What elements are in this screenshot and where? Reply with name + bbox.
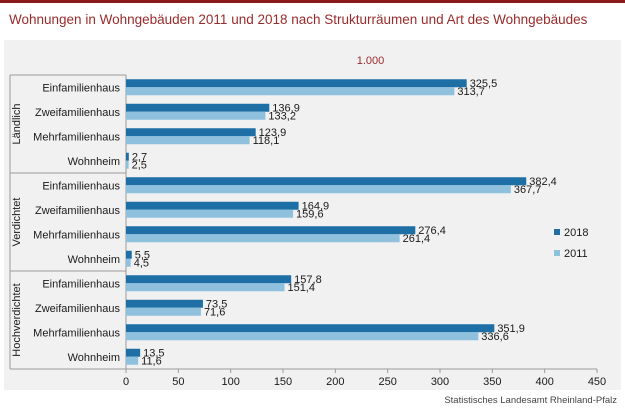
group-label: Verdichtet [11,198,23,247]
bar-2011 [126,209,294,218]
category-label: Einfamilienhaus [42,180,120,192]
category-label: Wohnheim [68,156,120,168]
x-tick-label: 300 [431,376,449,388]
bar-2011 [126,283,285,292]
category-label: Mehrfamilienhaus [33,229,120,241]
data-label-2011: 2,5 [132,159,147,171]
legend-label-2011: 2011 [564,248,588,260]
bar-2011 [126,356,139,365]
group-label: Ländlich [11,104,23,145]
x-tick-label: 350 [483,376,501,388]
bar-2011 [126,332,479,341]
source-note: Statistisches Landesamt Rheinland-Pfalz [444,395,617,406]
data-label-2018: 157,8 [294,274,322,286]
legend-swatch-2011 [554,250,560,256]
data-label-2011: 118,1 [253,135,280,147]
category-label: Zweifamilienhaus [35,303,120,315]
category-label: Wohnheim [68,352,120,364]
chart-title: Wohnungen in Wohngebäuden 2011 und 2018 … [9,12,588,27]
data-label-2011: 367,7 [514,184,542,196]
x-tick-label: 200 [326,376,344,388]
bar-2018 [126,299,203,308]
bar-2018 [126,201,299,210]
category-label: Einfamilienhaus [42,278,120,290]
unit-label: 1.000 [356,55,385,67]
data-label-2011: 133,2 [268,110,296,122]
data-label-2018: 276,4 [418,225,446,237]
bar-2018 [126,250,132,259]
bar-2018 [126,226,416,235]
bar-2018 [126,275,292,284]
x-tick-label: 450 [588,376,606,388]
category-label: Mehrfamilienhaus [33,131,120,143]
legend-label-2018: 2018 [564,227,588,239]
category-label: Zweifamilienhaus [35,107,120,119]
bar-2011 [126,160,129,169]
x-tick-label: 400 [535,376,553,388]
category-label: Mehrfamilienhaus [33,327,120,339]
data-label-2018: 123,9 [259,127,287,139]
bar-2018 [126,324,495,333]
x-tick-label: 50 [172,376,184,388]
data-label-2018: 382,4 [529,176,557,188]
data-label-2018: 351,9 [497,323,525,335]
data-label-2011: 313,7 [457,86,485,98]
legend-swatch-2018 [554,229,560,235]
top-accent-bar [0,0,625,3]
bar-2018 [126,79,467,88]
data-label-2011: 11,6 [141,355,162,367]
bar-2018 [126,177,527,186]
category-label: Wohnheim [68,254,120,266]
bar-2011 [126,87,455,96]
data-label-2018: 325,5 [470,78,498,90]
data-label-2011: 159,6 [296,208,324,220]
category-label: Zweifamilienhaus [35,205,120,217]
data-label-2018: 13,5 [143,347,164,359]
bar-2011 [126,185,511,194]
data-label-2011: 261,4 [403,233,431,245]
data-label-2011: 336,6 [481,331,509,343]
x-tick-label: 250 [378,376,396,388]
bar-2011 [126,111,266,120]
x-tick-label: 100 [221,376,239,388]
data-label-2018: 164,9 [302,200,330,212]
data-label-2018: 73,5 [206,298,227,310]
bar-2018 [126,103,270,112]
group-label: Hochverdichtet [11,283,23,356]
bar-2011 [126,307,201,316]
bar-2018 [126,348,141,357]
data-label-2018: 5,5 [135,249,150,261]
bar-2011 [126,136,250,145]
bar-2011 [126,234,400,243]
data-label-2018: 136,9 [272,102,300,114]
bar-2011 [126,258,131,267]
x-tick-label: 0 [123,376,129,388]
data-label-2011: 151,4 [287,282,315,294]
data-label-2011: 4,5 [134,257,149,269]
data-label-2011: 71,6 [204,306,225,318]
data-label-2018: 2,7 [132,151,147,163]
bar-2018 [126,128,256,137]
category-label: Einfamilienhaus [42,82,120,94]
x-tick-label: 150 [274,376,292,388]
bar-2018 [126,152,129,161]
